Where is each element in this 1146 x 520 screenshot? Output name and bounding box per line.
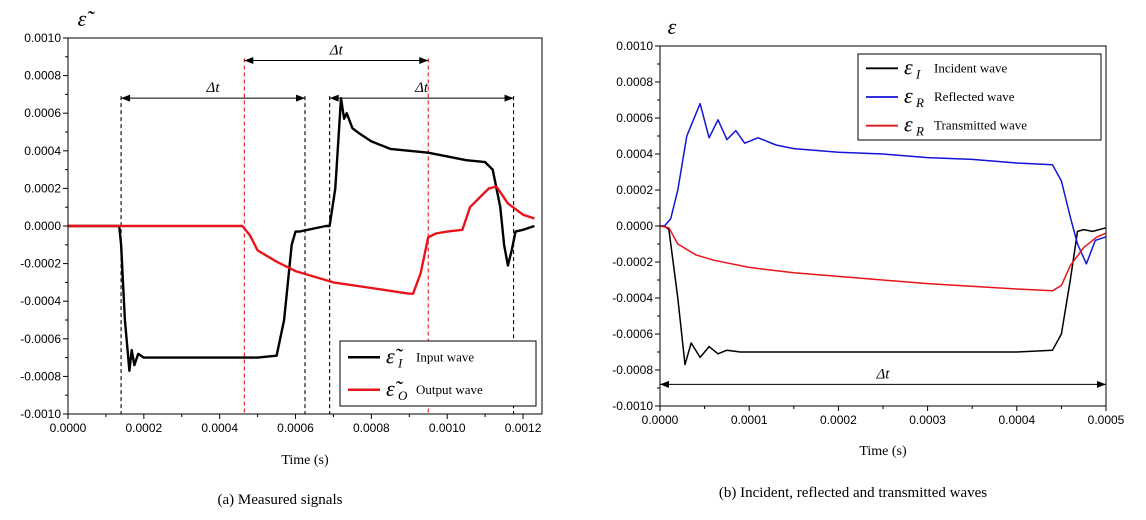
y-tick-label: -0.0006 bbox=[20, 332, 61, 346]
y-tick-label: 0.0010 bbox=[24, 31, 61, 45]
delta-t-arrowhead-left bbox=[660, 380, 669, 388]
legend-subscript: I bbox=[915, 66, 921, 81]
series-line bbox=[68, 185, 535, 295]
panel-a-caption: (a) Measured signals bbox=[218, 492, 343, 508]
delta-t-arrowhead-left bbox=[244, 57, 254, 65]
delta-t-arrowhead-right bbox=[296, 94, 305, 102]
delta-t-arrowhead-right bbox=[1097, 380, 1106, 388]
legend-symbol: ε bbox=[904, 112, 913, 137]
legend-label: Incident wave bbox=[934, 60, 1008, 75]
delta-t-arrowhead-right bbox=[419, 57, 429, 65]
y-tick-label: -0.0010 bbox=[20, 407, 61, 421]
series-line bbox=[660, 225, 1107, 366]
delta-t-label: Δt bbox=[329, 43, 344, 59]
x-tick-label: 0.0003 bbox=[909, 413, 946, 427]
y-tick-label: -0.0010 bbox=[612, 399, 653, 413]
y-tick-label: 0.0006 bbox=[616, 111, 653, 125]
series-line bbox=[660, 102, 1107, 265]
legend-symbol: ε bbox=[904, 54, 913, 79]
series-line bbox=[68, 97, 535, 372]
x-tick-label: 0.0004 bbox=[201, 421, 238, 435]
delta-t-arrowhead-right bbox=[504, 94, 514, 102]
y-axis-label: ε̃ bbox=[78, 6, 96, 31]
x-tick-label: 0.0001 bbox=[731, 413, 768, 427]
x-axis-label: Time (s) bbox=[859, 444, 907, 459]
legend-subscript: R bbox=[915, 95, 924, 110]
x-tick-label: 0.0002 bbox=[125, 421, 162, 435]
y-tick-label: 0.0010 bbox=[616, 39, 653, 53]
legend-label: Reflected wave bbox=[934, 89, 1015, 104]
y-tick-label: -0.0002 bbox=[612, 255, 653, 269]
legend-subscript: I bbox=[397, 355, 403, 370]
delta-t-label: Δt bbox=[876, 366, 891, 382]
x-tick-label: 0.0006 bbox=[277, 421, 314, 435]
x-tick-label: 0.0004 bbox=[998, 413, 1035, 427]
legend-box bbox=[857, 53, 1102, 141]
y-tick-label: -0.0008 bbox=[20, 369, 61, 383]
x-axis-label: Time (s) bbox=[281, 453, 329, 468]
y-tick-label: 0.0008 bbox=[616, 75, 653, 89]
delta-t-arrowhead-left bbox=[121, 94, 131, 102]
y-tick-label: 0.0000 bbox=[616, 219, 653, 233]
legend-label: Input wave bbox=[416, 349, 474, 364]
legend-symbol: ε bbox=[904, 83, 913, 108]
delta-t-label: Δt bbox=[206, 80, 221, 96]
x-tick-label: 0.0012 bbox=[505, 421, 542, 435]
y-tick-label: -0.0008 bbox=[612, 363, 653, 377]
panel-a-chart: Δt Δt Δt -0.0010 -0.0008 -0.0006 -0.0004 -0.000… bbox=[20, 6, 543, 468]
x-tick-label: 0.0000 bbox=[642, 413, 679, 427]
y-tick-label: 0.0008 bbox=[24, 69, 61, 83]
y-tick-label: 0.0006 bbox=[24, 106, 61, 120]
y-tick-label: 0.0004 bbox=[24, 144, 61, 158]
y-tick-label: 0.0002 bbox=[616, 183, 653, 197]
y-tick-label: -0.0006 bbox=[612, 327, 653, 341]
y-tick-label: -0.0004 bbox=[612, 291, 653, 305]
x-tick-label: 0.0005 bbox=[1088, 413, 1125, 427]
series-line bbox=[659, 225, 1107, 292]
legend-label: Transmitted wave bbox=[934, 118, 1027, 133]
y-tick-label: -0.0002 bbox=[20, 257, 61, 271]
legend-subscript: R bbox=[915, 124, 924, 139]
x-tick-label: 0.0010 bbox=[429, 421, 466, 435]
y-axis-label: ε bbox=[668, 14, 677, 39]
panel-b-caption: (b) Incident, reflected and transmitted … bbox=[719, 485, 987, 501]
delta-t-arrowhead-left bbox=[329, 94, 339, 102]
x-tick-label: 0.0002 bbox=[820, 413, 857, 427]
y-tick-label: -0.0004 bbox=[20, 294, 61, 308]
y-tick-label: 0.0000 bbox=[24, 219, 61, 233]
legend-subscript: O bbox=[398, 388, 408, 403]
legend-label: Output wave bbox=[416, 382, 483, 397]
y-tick-label: 0.0004 bbox=[616, 147, 653, 161]
delta-t-label: Δt bbox=[414, 80, 429, 96]
y-tick-label: 0.0002 bbox=[24, 181, 61, 195]
x-tick-label: 0.0008 bbox=[353, 421, 390, 435]
legend-box bbox=[339, 340, 537, 407]
panel-b-chart: Δt -0.0010 -0.0008 -0.0006 -0.0004 -0.0002 0.0… bbox=[612, 14, 1124, 459]
x-tick-label: 0.0000 bbox=[50, 421, 87, 435]
